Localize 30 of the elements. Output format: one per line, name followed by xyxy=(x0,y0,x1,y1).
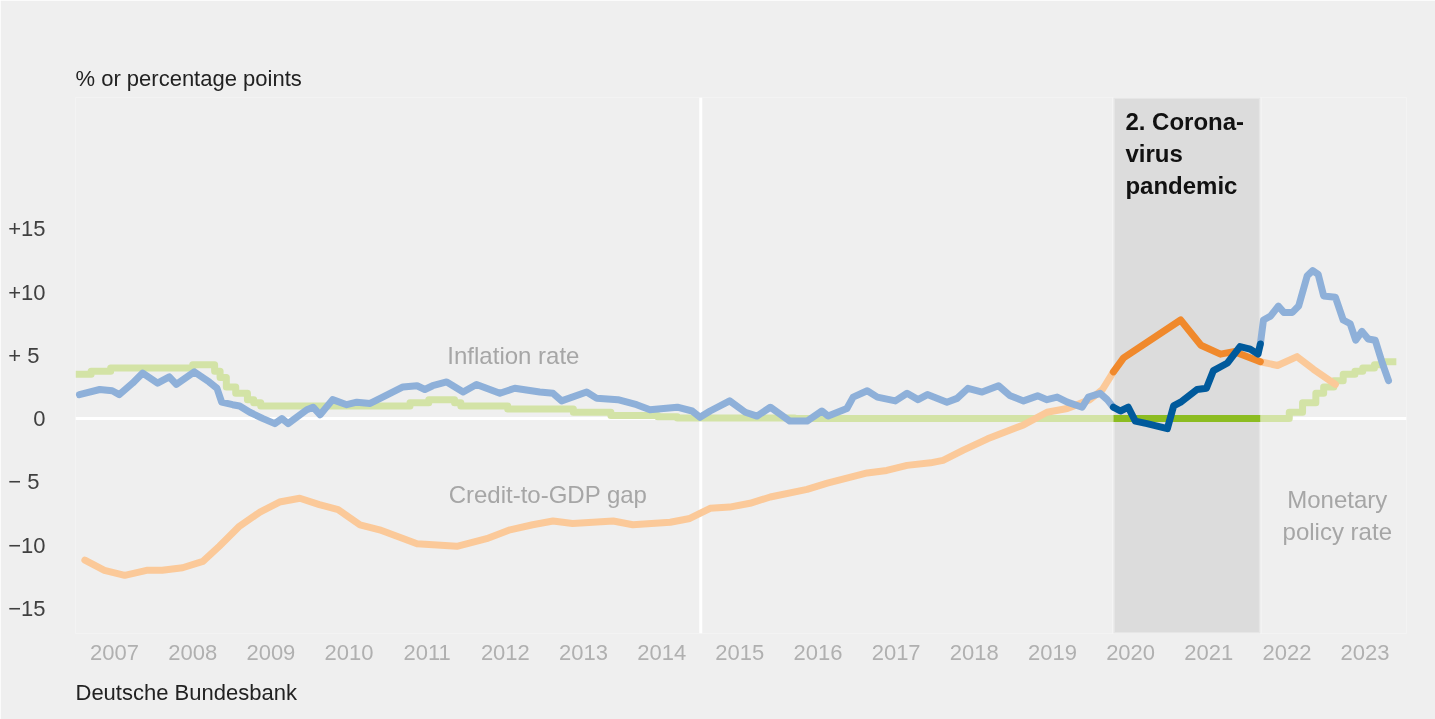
x-tick-label: 2007 xyxy=(90,639,140,665)
x-tick-label: 2021 xyxy=(1184,639,1234,665)
x-tick-label: 2014 xyxy=(637,639,687,665)
y-tick-label: −10 xyxy=(8,532,46,558)
x-tick-label: 2018 xyxy=(949,639,999,665)
annotation: Credit-to-GDP gap xyxy=(448,481,647,509)
x-tick-label: 2022 xyxy=(1262,639,1312,665)
y-tick-label: +15 xyxy=(8,216,46,242)
y-tick-label: + 5 xyxy=(8,342,40,368)
y-tick-label: +10 xyxy=(8,279,46,305)
x-tick-label: 2012 xyxy=(480,639,530,665)
x-tick-label: 2016 xyxy=(793,639,843,665)
annotation: Inflation rate xyxy=(447,341,580,369)
y-tick-label: −15 xyxy=(8,595,46,621)
x-tick-label: 2020 xyxy=(1106,639,1156,665)
annotation: Monetary policy rate xyxy=(1282,485,1392,546)
x-tick-label: 2013 xyxy=(559,639,608,665)
y-tick-label: − 5 xyxy=(8,469,40,495)
x-tick-label: 2009 xyxy=(246,639,296,665)
x-tick-label: 2010 xyxy=(324,639,374,665)
x-tick-label: 2015 xyxy=(715,639,765,665)
x-tick-label: 2011 xyxy=(403,639,451,665)
x-tick-label: 2017 xyxy=(871,639,921,665)
text: Deutsche Bundesbank xyxy=(75,679,298,705)
band-label: 2. Corona- virus pandemic xyxy=(1125,107,1245,200)
x-tick-label: 2023 xyxy=(1340,639,1390,665)
x-tick-label: 2008 xyxy=(168,639,218,665)
x-tick-label: 2019 xyxy=(1027,639,1077,665)
y-tick-label: 0 xyxy=(33,406,46,432)
y-axis-title: % or percentage points xyxy=(75,65,302,91)
